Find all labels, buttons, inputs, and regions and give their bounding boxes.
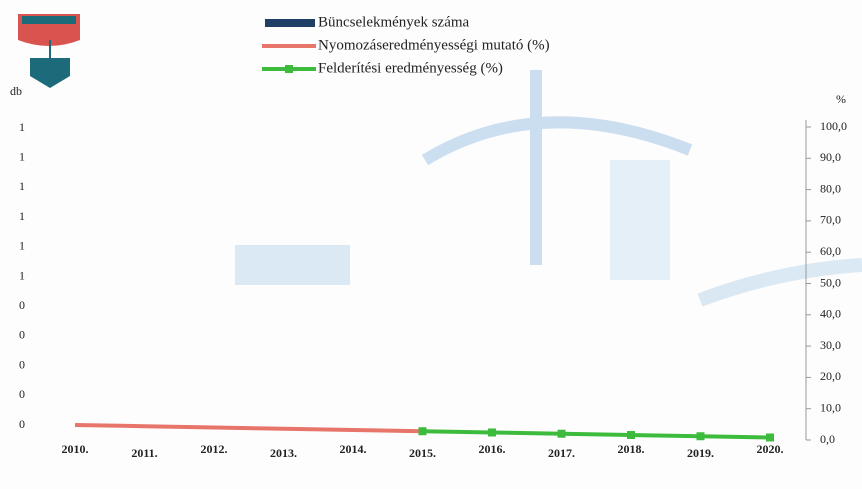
- legend-swatch: [265, 19, 315, 27]
- x-tick-label: 2010.: [62, 442, 89, 456]
- x-tick-label: 2011.: [131, 446, 157, 460]
- y2-tick-label: 40,0: [820, 307, 841, 321]
- y2-tick-label: 10,0: [820, 400, 841, 414]
- x-tick-label: 2014.: [340, 442, 367, 456]
- legend-label: Felderítési eredményesség (%): [318, 60, 503, 76]
- x-tick-label: 2012.: [201, 442, 228, 456]
- background-building: [235, 70, 862, 307]
- x-tick-label: 2020.: [757, 442, 784, 456]
- y-tick-label: 0: [19, 328, 25, 342]
- y-tick-label: 1: [19, 120, 25, 134]
- x-tick-label: 2017.: [548, 446, 575, 460]
- y2-tick-label: 50,0: [820, 275, 841, 289]
- y-tick-label: 1: [19, 239, 25, 253]
- y-tick-label: 0: [19, 298, 25, 312]
- y-tick-label: 1: [19, 209, 25, 223]
- marker: [627, 430, 635, 439]
- marker: [696, 432, 705, 441]
- y2-tick-label: 90,0: [820, 150, 841, 164]
- y-tick-label: 0: [19, 417, 25, 431]
- y-tick-label: 1: [19, 149, 25, 163]
- y-tick-label: 1: [19, 268, 25, 282]
- y2-tick-label: 100,0: [820, 119, 847, 133]
- y-tick-label: 0: [19, 357, 25, 371]
- y2-axis-label: %: [836, 92, 846, 106]
- y2-tick-label: 0,0: [820, 432, 835, 446]
- y-tick-label: 1: [19, 179, 25, 193]
- legend-marker: [285, 65, 293, 73]
- y2-tick-label: 30,0: [820, 338, 841, 352]
- y-axis-label: db: [10, 84, 22, 98]
- x-tick-label: 2019.: [687, 446, 714, 460]
- marker: [418, 427, 427, 436]
- y2-tick-label: 70,0: [820, 213, 841, 227]
- marker: [488, 428, 496, 437]
- logo: [18, 14, 80, 88]
- line: [74, 422, 423, 434]
- x-tick-label: 2016.: [479, 442, 506, 456]
- x-tick-label: 2015.: [409, 446, 436, 460]
- marker: [766, 433, 774, 442]
- x-tick-label: 2018.: [618, 442, 645, 456]
- y2-tick-label: 20,0: [820, 369, 841, 383]
- y2-tick-label: 60,0: [820, 244, 841, 258]
- x-tick-label: 2013.: [270, 446, 297, 460]
- marker: [557, 429, 566, 438]
- legend-label: Büncselekmények száma: [318, 14, 470, 30]
- legend-label: Nyomozáseredményességi mutató (%): [318, 37, 550, 53]
- line: [422, 429, 771, 440]
- y2-tick-label: 80,0: [820, 181, 841, 195]
- y-tick-label: 0: [19, 387, 25, 401]
